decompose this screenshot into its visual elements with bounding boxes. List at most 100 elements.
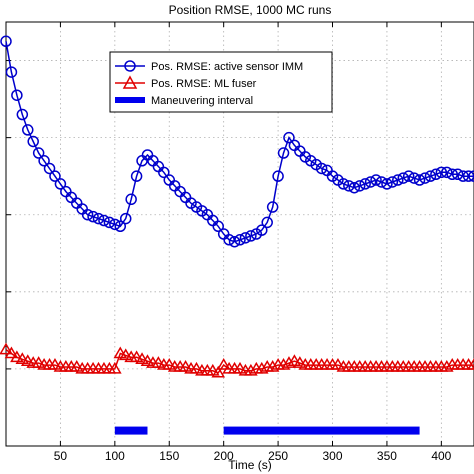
x-tick-label: 50 xyxy=(54,449,68,463)
imm-point xyxy=(392,174,404,186)
ml-fuser-point xyxy=(254,361,269,374)
imm-point xyxy=(125,193,137,206)
imm-point xyxy=(375,176,388,188)
imm-point xyxy=(343,180,355,192)
imm-point xyxy=(446,168,458,181)
imm-point xyxy=(119,212,132,225)
imm-point xyxy=(22,124,34,136)
legend-label-imm: Pos. RMSE: active sensor IMM xyxy=(151,61,303,73)
axis-ticks: 50 100 150 200 250 300 350 400 xyxy=(6,22,452,463)
imm-point xyxy=(158,166,170,179)
series-markers xyxy=(0,35,474,378)
imm-point xyxy=(114,220,127,233)
imm-point xyxy=(245,230,257,242)
ml-fuser-point xyxy=(233,361,247,374)
imm-point xyxy=(402,170,415,182)
imm-point xyxy=(5,66,18,78)
x-tick-label: 300 xyxy=(322,449,342,463)
ml-fuser-point xyxy=(20,354,35,366)
imm-point xyxy=(397,172,410,184)
imm-point xyxy=(92,212,105,225)
imm-point xyxy=(468,170,474,182)
imm-point xyxy=(408,172,420,184)
ml-fuser-point xyxy=(135,352,149,365)
imm-point xyxy=(32,147,45,159)
imm-point xyxy=(228,235,241,248)
imm-point xyxy=(419,172,431,184)
ml-fuser-point xyxy=(140,354,155,366)
ml-fuser-point xyxy=(0,342,13,355)
ml-fuser-point xyxy=(69,359,84,372)
imm-point xyxy=(381,178,393,190)
imm-point xyxy=(43,162,56,175)
ml-fuser-point xyxy=(331,358,345,370)
ml-fuser-point xyxy=(439,359,454,372)
ml-fuser-point xyxy=(178,359,193,372)
legend-swatch-maneuver xyxy=(115,97,145,103)
legend-box xyxy=(109,51,333,113)
plot-frame xyxy=(5,21,474,447)
imm-point xyxy=(283,131,295,144)
imm-point xyxy=(234,234,246,246)
x-tick-label: 150 xyxy=(159,449,179,463)
ml-fuser-point xyxy=(265,359,280,372)
imm-point xyxy=(27,135,39,148)
legend: Pos. RMSE: active sensor IMM Pos. RMSE: … xyxy=(109,51,333,113)
ml-fuser-point xyxy=(108,361,122,374)
ml-fuser-point xyxy=(48,358,62,370)
imm-point xyxy=(337,178,350,190)
ml-fuser-point xyxy=(189,361,204,374)
ml-fuser-point xyxy=(211,365,226,378)
imm-point xyxy=(54,178,67,190)
imm-point xyxy=(103,216,116,229)
imm-point xyxy=(348,181,361,194)
imm-point xyxy=(239,232,252,244)
x-tick-label: 350 xyxy=(377,449,397,463)
imm-point xyxy=(315,162,328,175)
ml-fuser-point xyxy=(282,356,296,368)
imm-point xyxy=(353,180,366,192)
ml-fuser-point xyxy=(162,358,177,370)
ml-fuser-point xyxy=(244,363,258,376)
ml-fuser-point xyxy=(287,354,302,366)
maneuver-interval-bar xyxy=(223,426,420,435)
imm-point xyxy=(386,176,399,188)
ml-fuser-point xyxy=(151,356,166,368)
ml-fuser-point xyxy=(118,348,133,361)
legend-marker-imm xyxy=(124,60,136,72)
imm-point xyxy=(451,168,464,181)
imm-point xyxy=(98,214,110,227)
ml-fuser-point xyxy=(15,352,30,365)
ml-fuser-point xyxy=(31,356,46,368)
imm-point xyxy=(430,168,442,181)
chart-title: Position RMSE, 1000 MC runs xyxy=(169,3,332,17)
imm-point xyxy=(266,201,279,213)
ml-fuser-point xyxy=(4,346,19,359)
imm-point xyxy=(223,234,235,246)
ml-fuser-point xyxy=(467,358,474,370)
imm-point xyxy=(359,178,371,190)
imm-point xyxy=(435,166,448,179)
x-tick-label: 100 xyxy=(105,449,125,463)
imm-point xyxy=(38,155,50,167)
maneuver-interval-bar xyxy=(114,426,148,435)
ml-fuser-point xyxy=(129,350,144,363)
imm-point xyxy=(272,170,284,182)
legend-label-ml: Pos. RMSE: ML fuser xyxy=(151,78,257,90)
imm-point xyxy=(364,176,377,188)
imm-point xyxy=(130,170,143,182)
ml-fuser-point xyxy=(276,358,291,370)
imm-point xyxy=(413,174,426,186)
imm-point xyxy=(11,89,23,101)
imm-point xyxy=(424,170,437,182)
ml-fuser-point xyxy=(293,356,307,368)
imm-point xyxy=(87,210,99,223)
imm-point xyxy=(457,170,469,182)
legend-marker-ml xyxy=(122,75,138,89)
imm-point xyxy=(441,166,453,179)
imm-point xyxy=(16,108,29,121)
ml-fuser-point xyxy=(205,363,220,376)
legend-label-maneuver: Maneuvering interval xyxy=(151,95,253,107)
ml-fuser-point xyxy=(113,346,128,359)
imm-point xyxy=(370,174,382,186)
